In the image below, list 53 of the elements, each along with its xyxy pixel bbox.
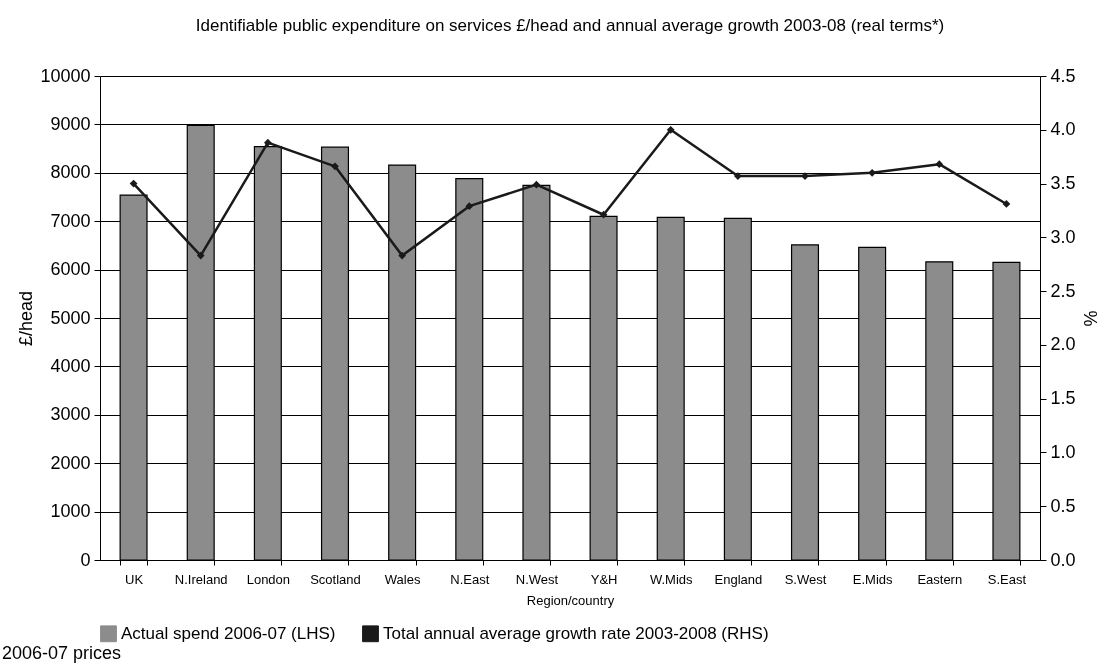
x-tick-label: S.West [784, 571, 827, 587]
y-tick-label: 9000 [50, 113, 91, 134]
chart-title: Identifiable public expenditure on services £/head and annual average growth 2003-08 (real terms*) [195, 16, 945, 35]
y-tick-label: 8000 [50, 162, 91, 183]
y2-axis-title: % [1079, 310, 1100, 327]
x-tick-label: Eastern [917, 571, 963, 587]
point [398, 251, 407, 260]
point [935, 160, 944, 169]
y2-tick-label: 4.0 [1050, 119, 1076, 140]
y2-tick-label: 0.0 [1050, 549, 1076, 570]
x-tick-label: E.Mids [852, 571, 894, 587]
x-tick-label: Y&H [590, 571, 618, 587]
x-axis-title: Region/country [526, 592, 615, 608]
x-tick-label: N.Ireland [174, 571, 228, 587]
x-tick-label: N.East [450, 571, 490, 587]
y-tick-label: 1000 [50, 501, 91, 522]
y2-tick-label: 0.5 [1050, 495, 1076, 516]
point [263, 138, 272, 147]
y-tick-label: 10000 [40, 65, 91, 86]
text: 2006-07 prices [2, 643, 122, 664]
x-tick-label: England [714, 571, 763, 587]
x-tick-label: N.West [515, 571, 559, 587]
y-tick-label: 0 [80, 549, 91, 570]
point [331, 162, 339, 171]
y2-tick-label: 2.5 [1050, 280, 1076, 301]
y-tick-label: 3000 [50, 404, 91, 425]
y2-tick-label: 4.5 [1050, 65, 1076, 86]
x-tick-label: W.Mids [649, 571, 694, 587]
point [666, 125, 675, 134]
x-tick-label: London [246, 571, 291, 587]
legend-label: Total annual average growth rate 2003-2008 (RHS) [383, 623, 769, 643]
point [196, 251, 205, 260]
legend-label: Actual spend 2006-07 (LHS) [121, 623, 336, 643]
point [532, 180, 541, 189]
y2-tick-label: 1.5 [1050, 388, 1076, 409]
y-tick-label: 4000 [50, 355, 91, 376]
y2-tick-label: 3.0 [1050, 226, 1076, 247]
x-tick-label: S.East [987, 571, 1027, 587]
x-tick-label: Wales [384, 571, 421, 587]
point [599, 210, 608, 219]
y2-tick-label: 3.5 [1050, 173, 1076, 194]
x-tick-label: UK [125, 571, 144, 587]
y-tick-label: 5000 [50, 307, 91, 328]
point [1002, 200, 1011, 208]
point [733, 172, 742, 180]
point [465, 202, 474, 211]
y-axis-title: £/head [16, 290, 37, 347]
y-tick-label: 6000 [50, 259, 91, 280]
x-tick-label: Scotland [310, 571, 361, 587]
y2-tick-label: 2.0 [1050, 334, 1076, 355]
y-tick-label: 7000 [50, 210, 91, 231]
y-tick-label: 2000 [50, 452, 91, 473]
y2-tick-label: 1.0 [1050, 441, 1076, 462]
